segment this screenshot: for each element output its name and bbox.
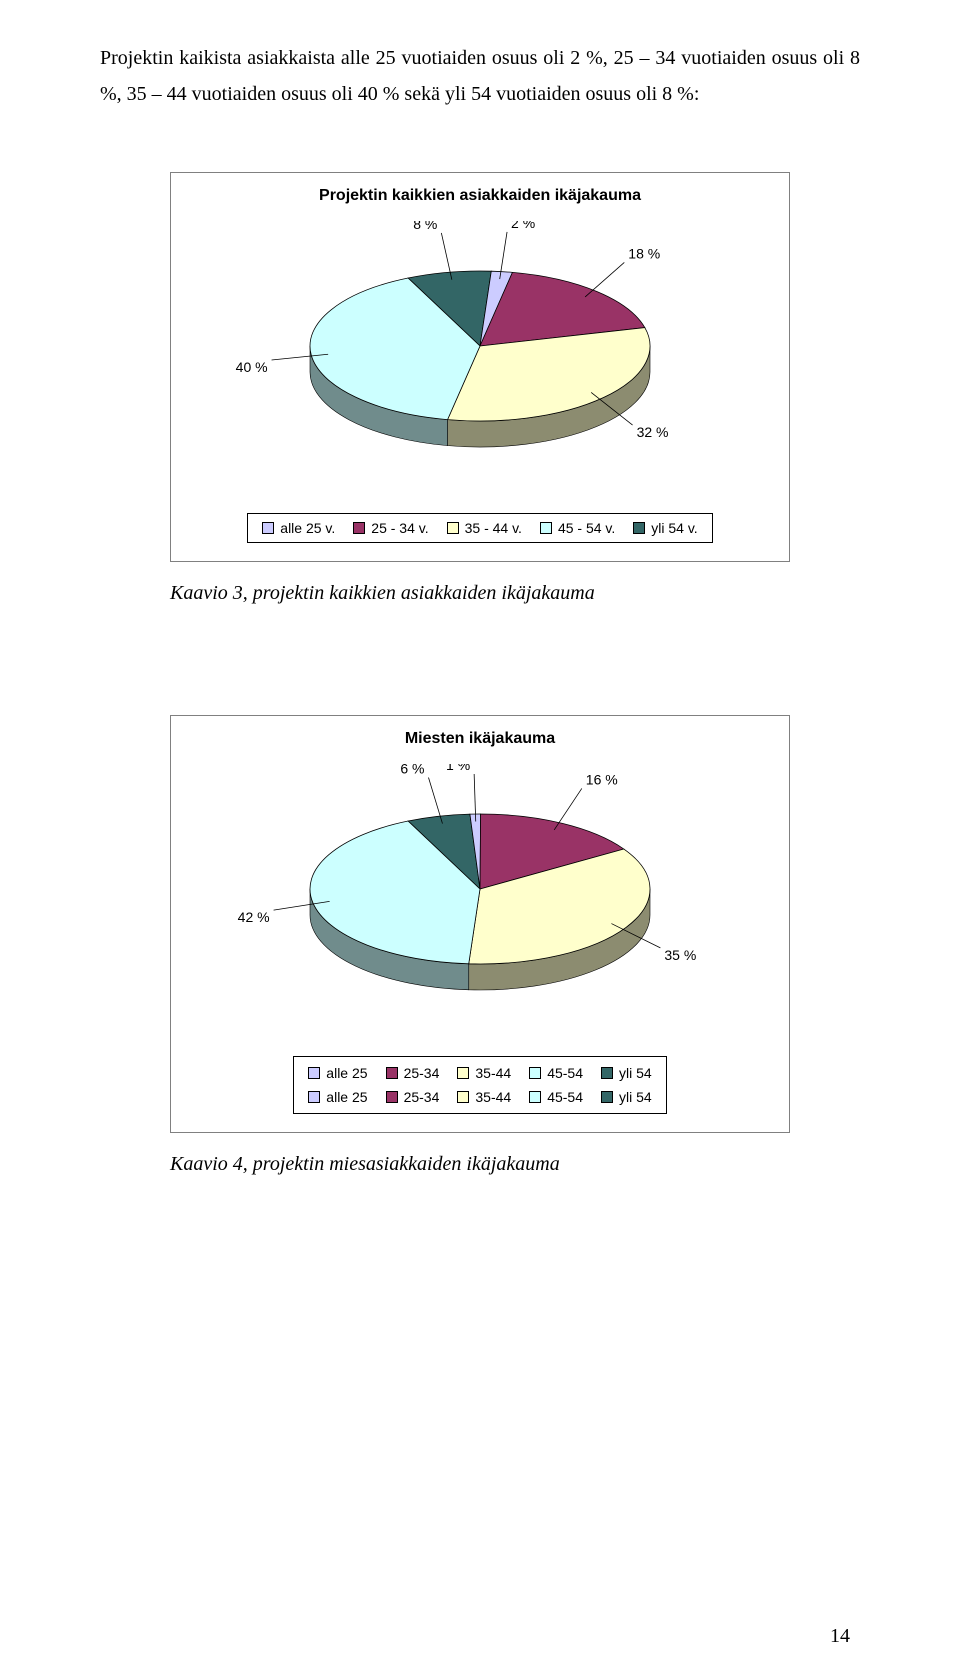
legend-swatch — [386, 1067, 398, 1079]
legend-label: 35-44 — [475, 1065, 511, 1081]
pie-slice-label: 32 % — [637, 424, 669, 440]
page-number: 14 — [830, 1625, 850, 1648]
pie-slice-label: 1 % — [446, 764, 470, 773]
legend-swatch — [529, 1091, 541, 1103]
chart2-title: Miesten ikäjakauma — [171, 716, 789, 758]
legend-item: 35 - 44 v. — [447, 520, 522, 536]
legend-item: alle 25 — [308, 1089, 367, 1105]
chart1-pie: 8 % 2 % 18 % 32 % 40 % — [230, 221, 730, 517]
chart2-legend: alle 25 25-34 35-44 45-54 yli 54 alle 25 25-34… — [293, 1056, 666, 1114]
pie-slice-label: 2 % — [511, 221, 535, 231]
legend-label: 45-54 — [547, 1089, 583, 1105]
legend-item: 25-34 — [386, 1089, 440, 1105]
chart2-container: Miesten ikäjakauma 6 % 1 % 16 % 35 % 42 % al… — [170, 715, 790, 1133]
legend-label: 35 - 44 v. — [465, 520, 522, 536]
pie-slice-label: 8 % — [413, 221, 437, 232]
legend-label: alle 25 v. — [280, 520, 335, 536]
legend-swatch — [353, 522, 365, 534]
legend-item: yli 54 v. — [633, 520, 697, 536]
legend-label: yli 54 — [619, 1089, 652, 1105]
legend-item: yli 54 — [601, 1089, 652, 1105]
chart1-container: Projektin kaikkien asiakkaiden ikäjakaum… — [170, 172, 790, 562]
legend-swatch — [447, 522, 459, 534]
legend-swatch — [457, 1067, 469, 1079]
legend-swatch — [262, 522, 274, 534]
legend-swatch — [529, 1067, 541, 1079]
legend-item: 45-54 — [529, 1089, 583, 1105]
legend-label: 25-34 — [404, 1065, 440, 1081]
legend-item: alle 25 — [308, 1065, 367, 1081]
legend-row: alle 25 25-34 35-44 45-54 yli 54 — [294, 1061, 665, 1085]
pie-slice-label: 40 % — [236, 359, 268, 375]
legend-label: yli 54 — [619, 1065, 652, 1081]
legend-item: 45-54 — [529, 1065, 583, 1081]
intro-paragraph: Projektin kaikista asiakkaista alle 25 v… — [100, 40, 860, 112]
legend-item: 25 - 34 v. — [353, 520, 428, 536]
chart2-legend-wrap: alle 25 25-34 35-44 45-54 yli 54 alle 25 25-34… — [171, 1056, 789, 1132]
legend-label: 45-54 — [547, 1065, 583, 1081]
legend-item: 25-34 — [386, 1065, 440, 1081]
chart2-pie-area: 6 % 1 % 16 % 35 % 42 % — [171, 758, 789, 1038]
pie-slice-label: 42 % — [238, 909, 270, 925]
legend-swatch — [457, 1091, 469, 1103]
legend-item: yli 54 — [601, 1065, 652, 1081]
legend-label: 25 - 34 v. — [371, 520, 428, 536]
legend-item: alle 25 v. — [262, 520, 335, 536]
legend-item: 35-44 — [457, 1089, 511, 1105]
legend-swatch — [308, 1091, 320, 1103]
chart1-caption: Kaavio 3, projektin kaikkien asiakkaiden… — [170, 582, 860, 605]
legend-swatch — [601, 1067, 613, 1079]
pie-slice-label: 18 % — [628, 245, 660, 261]
legend-swatch — [540, 522, 552, 534]
pie-slice-label: 35 % — [664, 947, 696, 963]
legend-label: alle 25 — [326, 1065, 367, 1081]
legend-item: 45 - 54 v. — [540, 520, 615, 536]
legend-swatch — [308, 1067, 320, 1079]
legend-label: 35-44 — [475, 1089, 511, 1105]
legend-row: alle 25 25-34 35-44 45-54 yli 54 — [294, 1085, 665, 1109]
chart1-title: Projektin kaikkien asiakkaiden ikäjakaum… — [171, 173, 789, 215]
chart1-legend: alle 25 v. 25 - 34 v. 35 - 44 v. 45 - 54 v.… — [247, 513, 712, 543]
chart2-pie: 6 % 1 % 16 % 35 % 42 % — [230, 764, 730, 1060]
legend-label: alle 25 — [326, 1089, 367, 1105]
pie-slice-label: 16 % — [586, 771, 618, 787]
legend-swatch — [601, 1091, 613, 1103]
legend-swatch — [386, 1091, 398, 1103]
pie-slice-label: 6 % — [400, 764, 424, 777]
legend-label: 45 - 54 v. — [558, 520, 615, 536]
legend-item: 35-44 — [457, 1065, 511, 1081]
legend-swatch — [633, 522, 645, 534]
legend-label: 25-34 — [404, 1089, 440, 1105]
chart2-caption: Kaavio 4, projektin miesasiakkaiden ikäj… — [170, 1153, 860, 1176]
chart1-pie-area: 8 % 2 % 18 % 32 % 40 % — [171, 215, 789, 495]
legend-label: yli 54 v. — [651, 520, 697, 536]
